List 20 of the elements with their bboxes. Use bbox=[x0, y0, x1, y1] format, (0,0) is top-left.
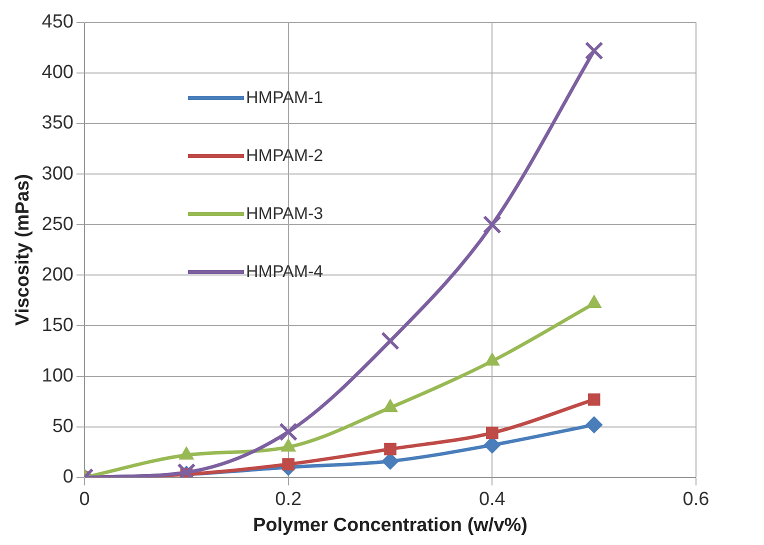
x-tick-label: 0 bbox=[79, 489, 90, 510]
y-tick-label: 250 bbox=[42, 214, 74, 235]
legend-label: HMPAM-4 bbox=[246, 262, 324, 282]
legend-label: HMPAM-1 bbox=[246, 88, 324, 108]
legend-label: HMPAM-3 bbox=[246, 204, 324, 224]
x-axis-title: Polymer Concentration (w/v%) bbox=[253, 514, 528, 536]
y-tick-label: 200 bbox=[42, 264, 74, 286]
y-tick-label: 400 bbox=[42, 62, 74, 84]
y-tick-label: 150 bbox=[42, 314, 74, 336]
y-tick-label: 50 bbox=[52, 416, 74, 438]
x-tick-label: 0.2 bbox=[275, 489, 302, 510]
y-axis-title: Viscosity (mPas) bbox=[12, 174, 34, 326]
y-tick-label: 450 bbox=[42, 12, 74, 33]
y-tick-label: 0 bbox=[62, 466, 74, 488]
y-tick-label: 100 bbox=[42, 366, 74, 387]
legend-label: HMPAM-2 bbox=[246, 146, 324, 166]
y-tick-label: 300 bbox=[42, 163, 74, 184]
x-tick-label: 0.6 bbox=[682, 489, 710, 510]
x-tick-label: 0.4 bbox=[478, 489, 506, 510]
y-tick-label: 350 bbox=[42, 112, 74, 134]
